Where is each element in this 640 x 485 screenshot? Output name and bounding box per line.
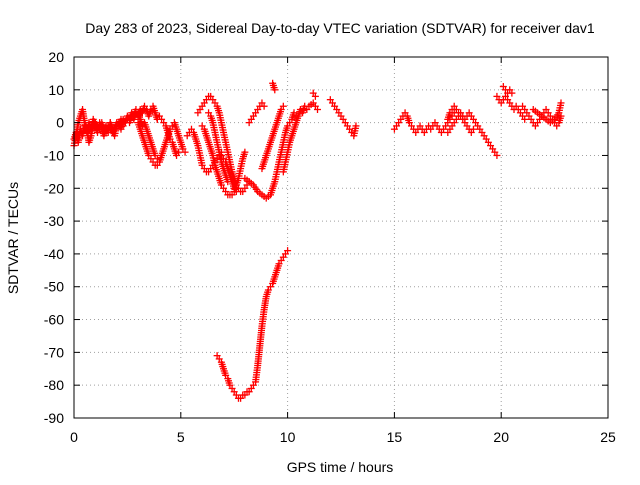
x-tick-label: 20 [493, 429, 509, 445]
data-point [508, 89, 516, 97]
axis-ticks [73, 56, 609, 419]
series-arc-21 [499, 83, 516, 97]
series-arc-24 [213, 247, 292, 402]
data-point [271, 86, 279, 94]
series-arc-9 [217, 151, 240, 196]
data-point [493, 151, 501, 159]
y-tick-label: -60 [44, 312, 64, 328]
series-arc-3 [134, 119, 189, 169]
series-arc-10 [241, 109, 300, 202]
data-point [521, 115, 529, 123]
series-arc-20 [493, 92, 529, 123]
x-tick-label: 10 [280, 429, 296, 445]
series-arc-12 [258, 102, 287, 173]
x-tick-label: 0 [70, 429, 78, 445]
y-tick-label: 10 [48, 82, 64, 98]
data-point [557, 99, 565, 107]
data-point [260, 102, 268, 110]
series-arc-23 [529, 99, 565, 127]
data-point [232, 188, 240, 196]
data-point [314, 106, 322, 114]
data-point [284, 247, 292, 255]
y-tick-label: -40 [44, 246, 64, 262]
series-arc-14 [279, 99, 322, 176]
data-point [181, 148, 189, 156]
series-arc-4 [153, 112, 183, 159]
y-tick-label: -70 [44, 344, 64, 360]
x-tick-label: 25 [600, 429, 616, 445]
chart-title: Day 283 of 2023, Sidereal Day-to-day VTE… [85, 20, 595, 36]
series-arc-18 [444, 102, 477, 136]
y-tick-label: 20 [48, 49, 64, 65]
series-arc-7 [198, 122, 249, 199]
x-axis-label: GPS time / hours [287, 459, 394, 475]
series-arc-13 [269, 79, 279, 94]
data-point [311, 92, 319, 100]
data-point [469, 125, 477, 133]
series-arc-16 [326, 96, 360, 140]
x-tick-label: 15 [387, 429, 403, 445]
y-tick-labels: -90 -80 -70 -60 -50 -40 -30 -20 -10 0 10 20 [44, 49, 64, 426]
series-arc-11 [245, 99, 268, 127]
y-tick-label: -20 [44, 180, 64, 196]
y-axis-label: SDTVAR / TECUs [5, 182, 21, 294]
data-point [175, 148, 183, 156]
plot-frame [73, 56, 609, 419]
x-tick-label: 5 [177, 429, 185, 445]
y-tick-label: -80 [44, 377, 64, 393]
y-tick-label: -30 [44, 213, 64, 229]
data-points [70, 79, 565, 402]
x-tick-labels: 0 5 10 15 20 25 [70, 429, 616, 445]
series-arc-2 [70, 102, 161, 150]
data-point [279, 102, 287, 110]
data-point [241, 148, 249, 156]
y-tick-label: 0 [56, 115, 64, 131]
y-tick-label: -50 [44, 279, 64, 295]
series-arc-5 [183, 125, 225, 176]
data-point [352, 122, 360, 130]
y-tick-label: -90 [44, 410, 64, 426]
y-tick-label: -10 [44, 147, 64, 163]
series-arc-19 [444, 109, 501, 159]
series-arc-15 [309, 89, 319, 100]
